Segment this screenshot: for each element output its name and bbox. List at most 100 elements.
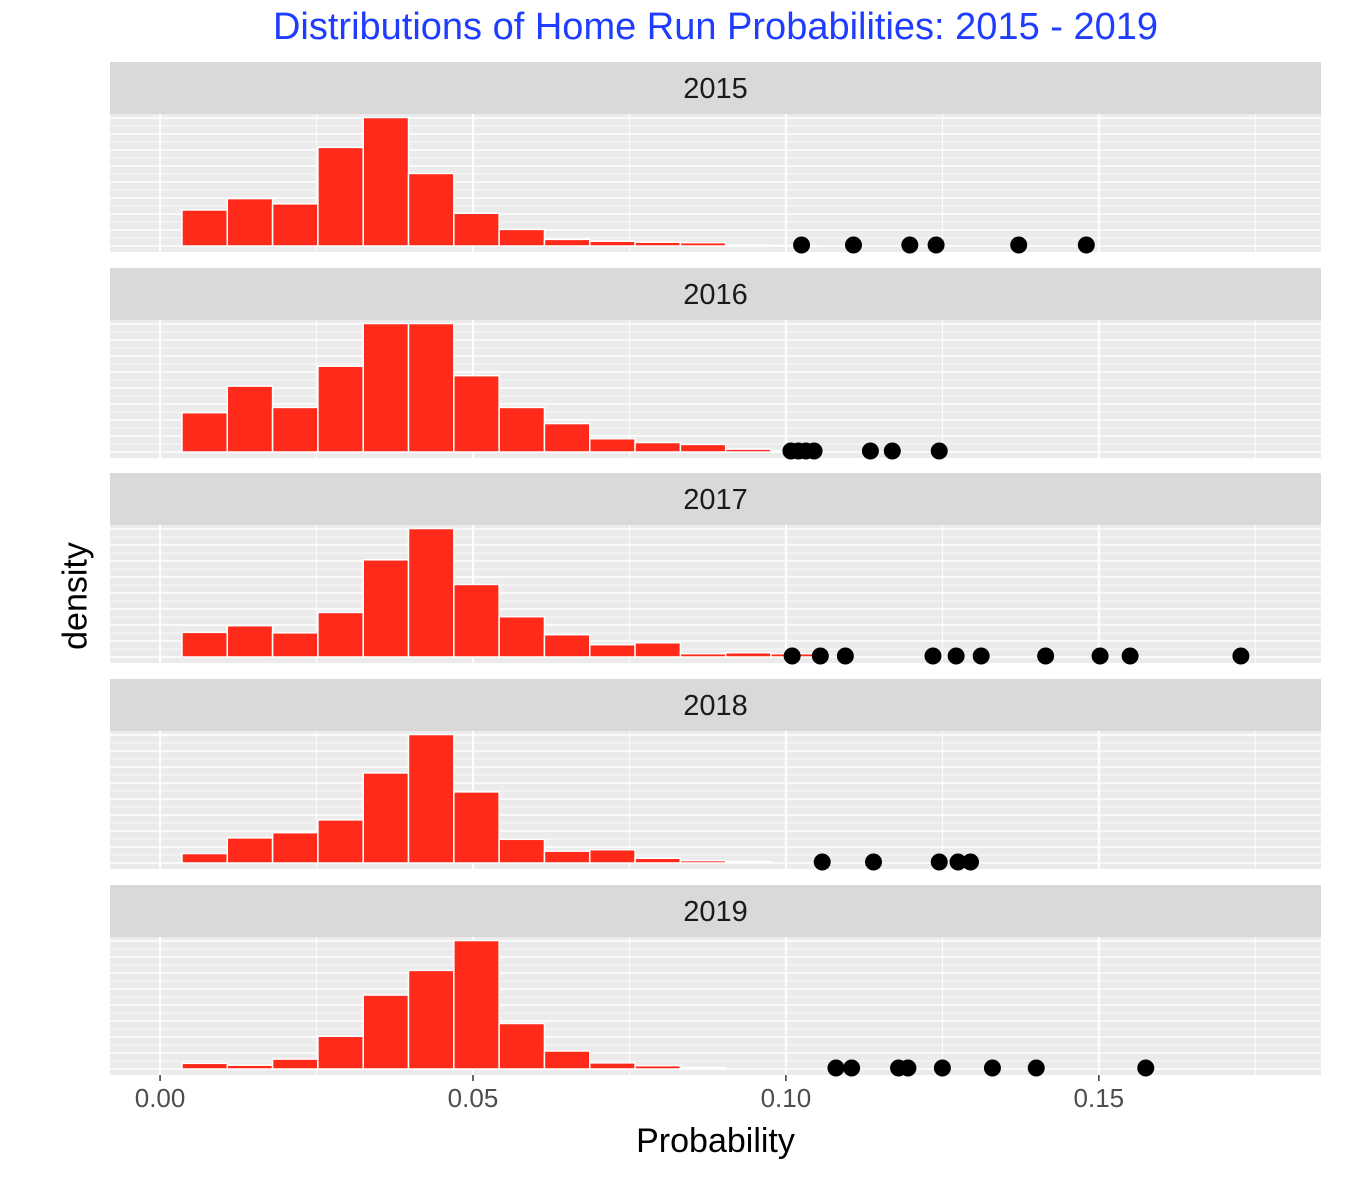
histogram-bar — [634, 1064, 682, 1070]
histogram-bar — [498, 1022, 546, 1070]
histogram-bar — [226, 385, 274, 453]
x-tick-label: 0.00 — [135, 1083, 186, 1113]
histogram-bar — [589, 848, 636, 864]
outlier-point — [811, 647, 829, 665]
outlier-point — [1077, 236, 1095, 254]
outlier-point — [805, 442, 823, 460]
histogram-bar — [362, 116, 410, 247]
outlier-point — [930, 442, 948, 460]
histogram-bar — [407, 172, 455, 247]
histogram-bar — [679, 443, 727, 453]
outlier-point — [899, 1059, 917, 1077]
histogram-bar — [589, 643, 636, 658]
histogram-bar — [679, 241, 727, 247]
histogram-bar — [589, 1062, 636, 1070]
histogram-bar — [226, 837, 274, 864]
outlier-point — [927, 236, 945, 254]
histogram-bar — [724, 860, 772, 864]
facet-strip-label: 2015 — [683, 73, 748, 105]
outlier-point — [1232, 647, 1250, 665]
outlier-point — [783, 647, 801, 665]
histogram-bar — [317, 611, 364, 658]
histogram-bar — [317, 1035, 364, 1070]
outlier-point — [933, 1059, 951, 1077]
outlier-point — [962, 853, 980, 871]
histogram-bar — [498, 838, 546, 864]
histogram-bar — [317, 146, 364, 247]
histogram-bar — [634, 857, 682, 864]
outlier-point — [865, 853, 883, 871]
outlier-point — [947, 647, 965, 665]
x-tick-label: 0.15 — [1074, 1083, 1125, 1113]
facet-strip-label: 2018 — [683, 690, 748, 722]
histogram-bar — [181, 631, 229, 658]
histogram-bar — [362, 994, 410, 1070]
histogram-bar — [407, 527, 455, 658]
facet-strip-label: 2019 — [683, 896, 748, 928]
outlier-point — [843, 1059, 861, 1077]
histogram-bar — [226, 624, 274, 658]
histogram-bar — [317, 365, 364, 453]
histogram-bar — [543, 422, 591, 453]
histogram-bar — [271, 632, 319, 658]
outlier-point — [1137, 1059, 1155, 1077]
histogram-bar — [543, 850, 591, 864]
histogram-bar — [226, 1064, 274, 1070]
outlier-point — [813, 853, 831, 871]
histogram-bar — [453, 939, 500, 1070]
outlier-point — [844, 236, 862, 254]
histogram-bar — [362, 772, 410, 864]
outlier-point — [1037, 647, 1055, 665]
histogram-bar — [543, 1050, 591, 1070]
outlier-point — [1121, 647, 1139, 665]
histogram-bar — [453, 212, 500, 247]
histogram-bar — [679, 652, 727, 658]
histogram-bar — [453, 791, 500, 864]
histogram-bar — [679, 1066, 727, 1070]
x-axis-label: Probability — [636, 1122, 795, 1160]
facet-strip — [110, 885, 1321, 937]
chart-title: Distributions of Home Run Probabilities:… — [272, 6, 1159, 48]
y-axis-label: density — [56, 542, 95, 650]
histogram-bar — [543, 238, 591, 247]
histogram-bar — [226, 197, 274, 247]
histogram-bar — [407, 733, 455, 864]
outlier-point — [793, 236, 811, 254]
histogram-bar — [589, 437, 636, 453]
facet-strip — [110, 473, 1321, 525]
histogram-bar — [271, 831, 319, 864]
histogram-bar — [634, 241, 682, 247]
histogram-bar — [679, 859, 727, 864]
x-tick-label: 0.05 — [448, 1083, 499, 1113]
facet-strip-label: 2017 — [683, 484, 748, 516]
outlier-point — [1027, 1059, 1045, 1077]
facet-strip — [110, 679, 1321, 731]
histogram-bar — [543, 633, 591, 658]
histogram-bar — [181, 209, 229, 247]
histogram-bar — [407, 322, 455, 453]
facet-strip — [110, 62, 1321, 114]
panel-background — [110, 937, 1321, 1075]
histogram-bar — [271, 406, 319, 453]
histogram-bar — [407, 969, 455, 1070]
histogram-bar — [317, 819, 364, 864]
histogram-bar — [724, 448, 772, 453]
outlier-point — [861, 442, 879, 460]
histogram-bar — [589, 240, 636, 247]
facet-strip-label: 2016 — [683, 279, 748, 311]
histogram-bar — [362, 322, 410, 453]
histogram-bar — [724, 244, 772, 247]
outlier-point — [924, 647, 942, 665]
outlier-point — [949, 853, 967, 871]
outlier-point — [930, 853, 948, 871]
histogram-bar — [271, 203, 319, 247]
outlier-point — [901, 236, 919, 254]
histogram-bar — [453, 583, 500, 658]
histogram-bar — [181, 852, 229, 864]
histogram-bar — [634, 441, 682, 453]
histogram-bar — [498, 228, 546, 247]
histogram-bar — [181, 1062, 229, 1070]
histogram-bar — [498, 406, 546, 453]
